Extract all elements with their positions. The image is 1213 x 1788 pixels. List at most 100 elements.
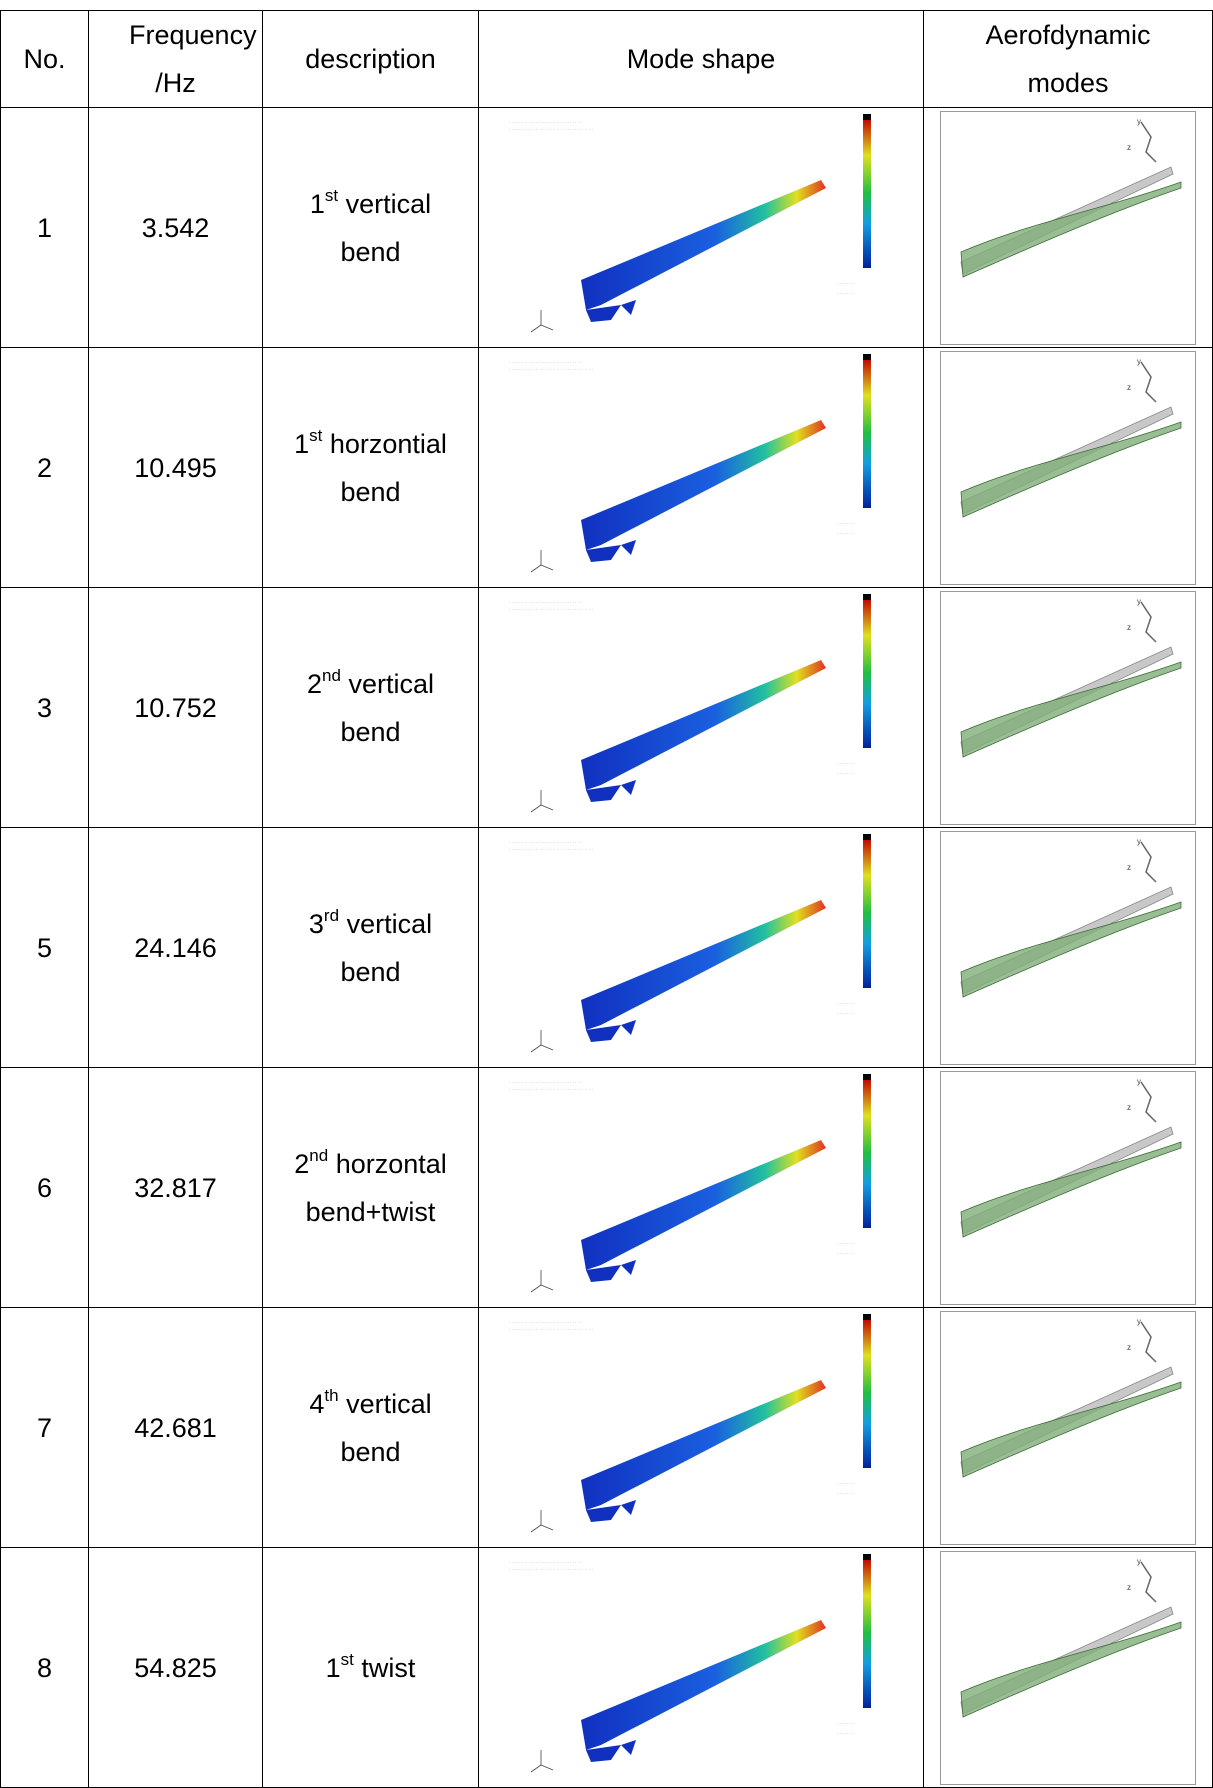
frequency: 10.495: [88, 347, 263, 588]
svg-text:· · · · · · ·: · · · · · · ·: [837, 1491, 853, 1496]
description-text: vertical bend: [340, 1388, 432, 1467]
table-row: 3 10.752 2nd vertical bend · · · · · · · ·…: [0, 587, 1213, 828]
svg-text:z: z: [1127, 143, 1131, 152]
mode-shape: · · · · · · · · · · · · · · · · · · · · …: [478, 827, 924, 1068]
svg-text:y: y: [1137, 1557, 1141, 1566]
ordinal: 4: [309, 1388, 325, 1419]
mode-number: 1: [0, 107, 89, 348]
ordinal-suffix: rd: [323, 905, 340, 925]
description: 1st twist: [262, 1547, 479, 1788]
svg-text:z: z: [1127, 383, 1131, 392]
aero-mode-image: zy: [940, 1310, 1196, 1545]
svg-text:· · · · · · ·: · · · · · · ·: [837, 531, 853, 536]
mode-number: 8: [0, 1547, 89, 1788]
mode-shape: · · · · · · · · · · · · · · · · · · · · …: [478, 1547, 924, 1788]
svg-text:· · · · · · ·: · · · · · · ·: [837, 771, 853, 776]
mode-number: 7: [0, 1307, 89, 1548]
table-row: 7 42.681 4th vertical bend · · · · · · · ·…: [0, 1307, 1213, 1548]
aero-mode-image: zy: [940, 1550, 1196, 1785]
svg-text:· · · · · · · · · · · · · · ·: · · · · · · · · · · · · · · · · · · · · …: [509, 1560, 581, 1565]
svg-text:y: y: [1137, 117, 1141, 126]
frequency: 24.146: [88, 827, 263, 1068]
header-row: No. Frequency /Hz description Mode shape Aer…: [0, 10, 1213, 108]
mode-number: 2: [0, 347, 89, 588]
svg-text:· · · · · · · · · · · · · · ·: · · · · · · · · · · · · · · · · · · · · …: [509, 1320, 581, 1325]
ordinal-suffix: nd: [322, 665, 341, 685]
mode-number: 5: [0, 827, 89, 1068]
mode-shape-image: · · · · · · · · · · · · · · · · · · · · …: [509, 1553, 871, 1772]
svg-text:· · · · · · · · · · · · · · ·: · · · · · · · · · · · · · · · · · · · · …: [509, 1080, 581, 1085]
svg-text:z: z: [1127, 623, 1131, 632]
mode-shape-image: · · · · · · · · · · · · · · · · · · · · …: [509, 833, 871, 1052]
mode-shape: · · · · · · · · · · · · · · · · · · · · …: [478, 1067, 924, 1308]
description: 4th vertical bend: [262, 1307, 479, 1548]
svg-text:y: y: [1137, 597, 1141, 606]
svg-text:y: y: [1137, 1077, 1141, 1086]
mode-shape-image: · · · · · · · · · · · · · · · · · · · · …: [509, 593, 871, 812]
table-row: 2 10.495 1st horzontial bend · · · · · · ·…: [0, 347, 1213, 588]
aero-mode-image: zy: [940, 110, 1196, 345]
svg-text:y: y: [1137, 1317, 1141, 1326]
frequency: 32.817: [88, 1067, 263, 1308]
mode-number: 3: [0, 587, 89, 828]
ordinal-suffix: nd: [309, 1145, 329, 1165]
description-text: vertical bend: [340, 908, 433, 987]
aero-mode-image: zy: [940, 350, 1196, 585]
ordinal: 2: [307, 668, 323, 699]
header-cell: No.: [0, 10, 89, 108]
table-row: 8 54.825 1st twist · · · · · · · · · · · ·…: [0, 1547, 1213, 1788]
description: 1st vertical bend: [262, 107, 479, 348]
svg-text:z: z: [1127, 1343, 1131, 1352]
svg-text:· · · · · · · · · · · · · · ·: · · · · · · · · · · · · · · · · · · · · …: [509, 607, 593, 612]
ordinal: 1: [309, 188, 325, 219]
aero-mode-image: zy: [940, 590, 1196, 825]
modes-table: No. Frequency /Hz description Mode shape Aer…: [0, 10, 1213, 1788]
svg-text:· · · · · · ·: · · · · · · ·: [837, 1011, 853, 1016]
header-cell: Aerofdynamic modes: [923, 10, 1213, 108]
svg-text:· · · · · · · · · · · · · · ·: · · · · · · · · · · · · · · · · · · · · …: [509, 847, 593, 852]
ordinal-suffix: th: [324, 1385, 339, 1405]
svg-text:· · · · · · ·: · · · · · · ·: [837, 1251, 853, 1256]
description-text: horzontal bend+twist: [305, 1148, 447, 1227]
svg-text:· · · · · · · · · · · · · · ·: · · · · · · · · · · · · · · · · · · · · …: [509, 120, 581, 125]
svg-text:· · · · · · ·: · · · · · · ·: [837, 1241, 853, 1246]
header-cell: description: [262, 10, 479, 108]
mode-shape-image: · · · · · · · · · · · · · · · · · · · · …: [509, 1073, 871, 1292]
ordinal: 2: [294, 1148, 310, 1179]
svg-text:· · · · · · ·: · · · · · · ·: [837, 281, 853, 286]
description-text: vertical bend: [340, 668, 434, 747]
svg-text:· · · · · · · · · · · · · · ·: · · · · · · · · · · · · · · · · · · · · …: [509, 127, 593, 132]
description: 3rd vertical bend: [262, 827, 479, 1068]
frequency: 3.542: [88, 107, 263, 348]
svg-text:· · · · · · · · · · · · · · ·: · · · · · · · · · · · · · · · · · · · · …: [509, 360, 581, 365]
table-body: 1 3.542 1st vertical bend · · · · · · · · …: [0, 107, 1213, 1788]
header-cell: Frequency /Hz: [88, 10, 263, 108]
svg-text:· · · · · · ·: · · · · · · ·: [837, 1481, 853, 1486]
description: 2nd horzontal bend+twist: [262, 1067, 479, 1308]
svg-text:· · · · · · · · · · · · · · ·: · · · · · · · · · · · · · · · · · · · · …: [509, 600, 581, 605]
svg-text:y: y: [1137, 837, 1141, 846]
mode-shape: · · · · · · · · · · · · · · · · · · · · …: [478, 347, 924, 588]
svg-text:· · · · · · · · · · · · · · ·: · · · · · · · · · · · · · · · · · · · · …: [509, 1087, 593, 1092]
svg-text:· · · · · · · · · · · · · · ·: · · · · · · · · · · · · · · · · · · · · …: [509, 840, 581, 845]
table-row: 6 32.817 2nd horzontal bend+twist · · · · …: [0, 1067, 1213, 1308]
svg-text:· · · · · · · · · · · · · · ·: · · · · · · · · · · · · · · · · · · · · …: [509, 1327, 593, 1332]
svg-text:z: z: [1127, 1103, 1131, 1112]
table-row: 5 24.146 3rd vertical bend · · · · · · · ·…: [0, 827, 1213, 1068]
svg-text:· · · · · · ·: · · · · · · ·: [837, 1731, 853, 1736]
frequency: 54.825: [88, 1547, 263, 1788]
ordinal: 3: [308, 908, 324, 939]
svg-text:· · · · · · ·: · · · · · · ·: [837, 521, 853, 526]
ordinal-suffix: st: [309, 425, 323, 445]
svg-text:· · · · · · ·: · · · · · · ·: [837, 291, 853, 296]
svg-text:z: z: [1127, 863, 1131, 872]
aero-mode-image: zy: [940, 1070, 1196, 1305]
svg-text:· · · · · · · · · · · · · · ·: · · · · · · · · · · · · · · · · · · · · …: [509, 367, 593, 372]
ordinal: 1: [325, 1652, 341, 1683]
